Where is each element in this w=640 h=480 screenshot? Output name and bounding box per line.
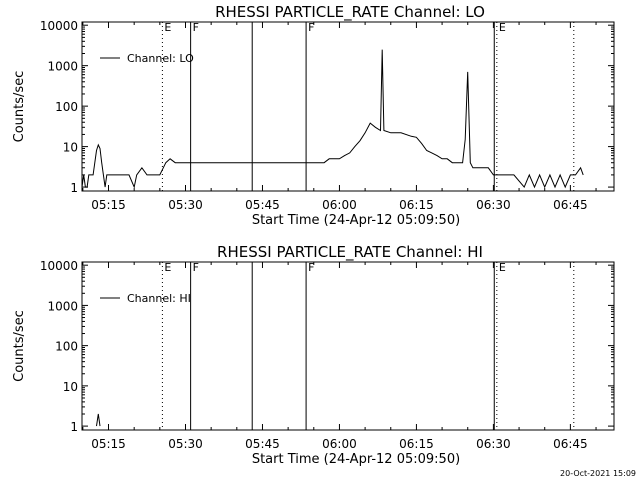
legend-label: Channel: LO [127, 52, 194, 65]
y-tick-label: 10000 [40, 19, 78, 33]
marker-label: F [193, 21, 199, 34]
date-stamp: 20-Oct-2021 15:09 [560, 469, 636, 478]
x-tick-label: 05:15 [91, 437, 126, 451]
lo-channel-panel: RHESSI PARTICLE_RATE Channel: LO 05:15 05:… [12, 3, 615, 228]
y-axis-label: Counts/sec [12, 71, 27, 143]
y-tick-label: 1 [70, 420, 78, 434]
y-tick-label: 1000 [47, 60, 78, 74]
y-axis-label: Counts/sec [12, 310, 27, 382]
x-tick-label: 05:30 [168, 437, 203, 451]
x-tick-label: 05:15 [91, 198, 126, 212]
x-tick-label: 06:15 [399, 198, 434, 212]
x-tick-label: 06:45 [553, 198, 588, 212]
chart-title: RHESSI PARTICLE_RATE Channel: LO [215, 3, 485, 22]
marker-label: F [308, 261, 314, 274]
marker-label: F [193, 261, 199, 274]
y-tick-label: 10000 [40, 259, 78, 273]
marker-label: E [499, 21, 506, 34]
hi-channel-panel: RHESSI PARTICLE_RATE Channel: HI 05:15 05:… [12, 243, 615, 467]
x-tick-label: 06:30 [476, 437, 511, 451]
y-tick-label: 1 [70, 181, 78, 195]
y-tick-label: 10 [63, 380, 78, 394]
y-tick-label: 1000 [47, 299, 78, 313]
x-tick-label: 06:45 [553, 437, 588, 451]
marker-label: E [164, 261, 171, 274]
plot-frame [81, 21, 615, 192]
x-tick-label: 06:00 [322, 437, 357, 451]
legend-label: Channel: HI [127, 292, 191, 305]
marker-label: E [164, 21, 171, 34]
y-tick-label: 100 [55, 100, 78, 114]
marker-label: E [499, 261, 506, 274]
series-line [96, 413, 101, 427]
chart-title: RHESSI PARTICLE_RATE Channel: HI [217, 243, 483, 262]
y-tick-label: 100 [55, 340, 78, 354]
x-tick-label: 06:15 [399, 437, 434, 451]
x-tick-label: 05:45 [245, 198, 280, 212]
y-tick-label: 10 [63, 141, 78, 155]
x-axis-label: Start Time (24-Apr-12 05:09:50) [252, 452, 460, 467]
x-tick-label: 06:30 [476, 198, 511, 212]
marker-label: F [308, 21, 314, 34]
x-tick-label: 06:00 [322, 198, 357, 212]
x-tick-label: 05:45 [245, 437, 280, 451]
plot-frame [81, 261, 615, 431]
x-axis-label: Start Time (24-Apr-12 05:09:50) [252, 213, 460, 228]
x-tick-label: 05:30 [168, 198, 203, 212]
series-line [82, 49, 584, 189]
